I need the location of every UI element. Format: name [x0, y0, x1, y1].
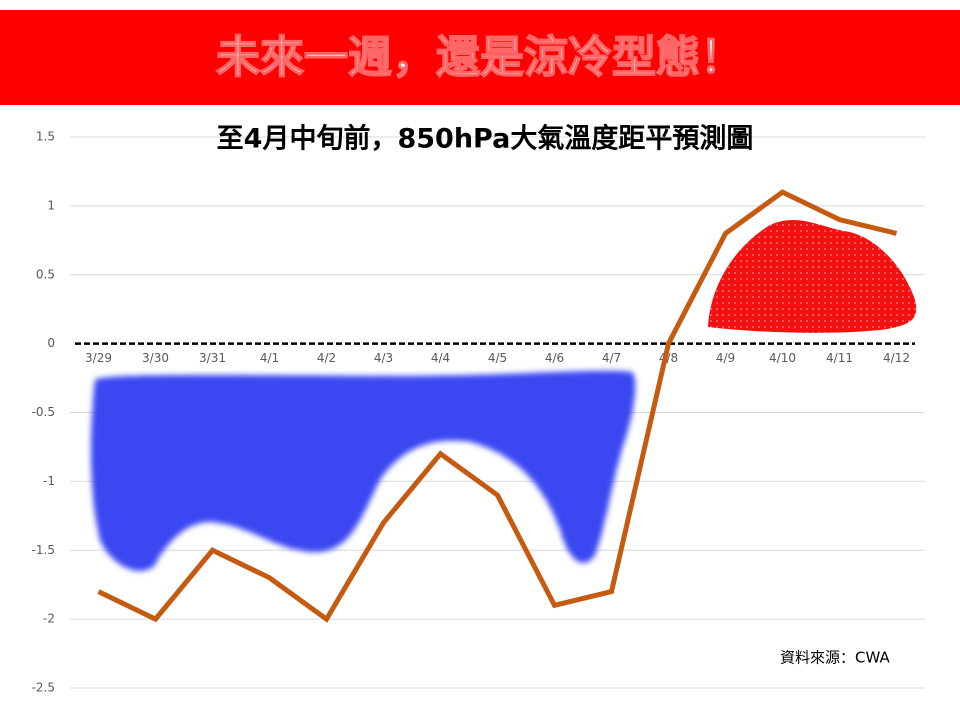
y-tick-label: 1.5 [36, 130, 55, 144]
y-tick-label: 1 [47, 198, 55, 212]
x-tick-label: 4/11 [826, 351, 853, 365]
y-tick-label: -1 [43, 474, 55, 488]
x-tick-label: 3/31 [199, 351, 226, 365]
x-tick-label: 3/29 [85, 351, 112, 365]
y-tick-label: -2 [43, 612, 55, 626]
y-tick-label: 0.5 [36, 267, 55, 281]
warm-area [708, 220, 917, 333]
cold-area [90, 370, 636, 571]
x-tick-label: 4/2 [317, 351, 336, 365]
x-tick-label: 3/30 [142, 351, 169, 365]
x-tick-label: 4/3 [374, 351, 393, 365]
y-tick-label: -2.5 [32, 681, 55, 695]
y-tick-label: -0.5 [32, 405, 55, 419]
x-tick-label: 4/4 [431, 351, 450, 365]
x-tick-label: 4/10 [769, 351, 796, 365]
x-tick-label: 4/7 [602, 351, 621, 365]
x-tick-label: 4/1 [260, 351, 279, 365]
header-title: 未來一週，還是涼冷型態！ [216, 32, 744, 83]
x-tick-label: 4/12 [883, 351, 910, 365]
header-band [0, 10, 960, 105]
chart-title: 至4月中旬前，850hPa大氣溫度距平預測圖 [217, 123, 754, 155]
x-tick-label: 4/6 [545, 351, 564, 365]
foreground [75, 189, 915, 623]
x-tick-label: 4/9 [716, 351, 735, 365]
y-tick-label: -1.5 [32, 543, 55, 557]
data-line [97, 189, 898, 623]
x-tick-label: 4/5 [488, 351, 507, 365]
source-note: 資料來源：CWA [780, 649, 890, 667]
y-tick-label: 0 [47, 336, 55, 350]
